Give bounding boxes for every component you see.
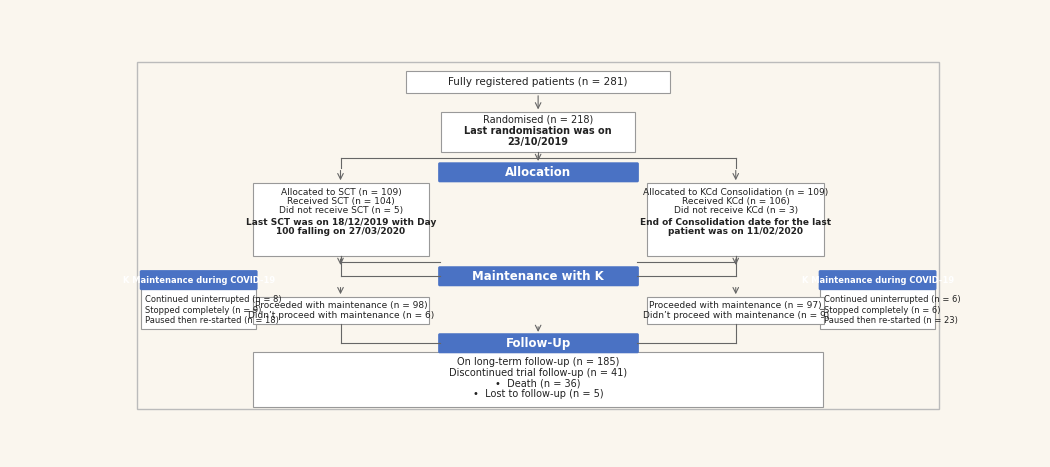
FancyBboxPatch shape	[253, 183, 428, 256]
Text: On long-term follow-up (n = 185): On long-term follow-up (n = 185)	[457, 357, 620, 367]
Text: Follow-Up: Follow-Up	[505, 337, 571, 350]
Text: •  Lost to follow-up (n = 5): • Lost to follow-up (n = 5)	[472, 389, 604, 399]
Text: Received KCd (n = 106): Received KCd (n = 106)	[681, 197, 790, 206]
Text: Fully registered patients (n = 281): Fully registered patients (n = 281)	[448, 77, 628, 87]
FancyBboxPatch shape	[438, 163, 638, 182]
Text: Didn’t proceed with maintenance (n = 9): Didn’t proceed with maintenance (n = 9)	[643, 311, 828, 320]
Text: Maintenance with K: Maintenance with K	[472, 270, 604, 283]
FancyBboxPatch shape	[253, 297, 428, 324]
FancyBboxPatch shape	[138, 62, 939, 410]
Text: Last SCT was on 18/12/2019 with Day: Last SCT was on 18/12/2019 with Day	[246, 218, 436, 227]
Text: Discontinued trial follow-up (n = 41): Discontinued trial follow-up (n = 41)	[449, 368, 627, 377]
FancyBboxPatch shape	[819, 270, 937, 290]
Text: Continued uninterrupted (n = 6): Continued uninterrupted (n = 6)	[824, 295, 961, 304]
Text: Received SCT (n = 104): Received SCT (n = 104)	[287, 197, 395, 206]
FancyBboxPatch shape	[142, 289, 256, 329]
Text: Allocation: Allocation	[505, 166, 571, 179]
FancyBboxPatch shape	[253, 352, 823, 407]
Text: Did not receive KCd (n = 3): Did not receive KCd (n = 3)	[674, 206, 798, 215]
Text: •  Death (n = 36): • Death (n = 36)	[496, 378, 581, 388]
FancyBboxPatch shape	[438, 266, 638, 286]
FancyBboxPatch shape	[140, 270, 257, 290]
Text: Allocated to SCT (n = 109): Allocated to SCT (n = 109)	[280, 188, 401, 197]
Text: Stopped completely (n = 6): Stopped completely (n = 6)	[824, 305, 941, 315]
Text: Paused then re-started (n = 18): Paused then re-started (n = 18)	[145, 317, 279, 325]
Text: Proceeded with maintenance (n = 98): Proceeded with maintenance (n = 98)	[254, 301, 427, 310]
FancyBboxPatch shape	[648, 183, 824, 256]
FancyBboxPatch shape	[441, 112, 635, 152]
Text: Did not receive SCT (n = 5): Did not receive SCT (n = 5)	[279, 206, 403, 215]
Text: End of Consolidation date for the last: End of Consolidation date for the last	[640, 218, 832, 227]
FancyBboxPatch shape	[406, 71, 670, 93]
FancyBboxPatch shape	[648, 297, 824, 324]
Text: 100 falling on 27/03/2020: 100 falling on 27/03/2020	[276, 227, 405, 236]
Text: 23/10/2019: 23/10/2019	[507, 136, 569, 147]
Text: Allocated to KCd Consolidation (n = 109): Allocated to KCd Consolidation (n = 109)	[643, 188, 828, 197]
FancyBboxPatch shape	[820, 289, 934, 329]
Text: Randomised (n = 218): Randomised (n = 218)	[483, 115, 593, 125]
Text: Didn’t proceed with maintenance (n = 6): Didn’t proceed with maintenance (n = 6)	[248, 311, 434, 320]
Text: patient was on 11/02/2020: patient was on 11/02/2020	[668, 227, 803, 236]
Text: K Maintenance during COVID-19: K Maintenance during COVID-19	[801, 276, 953, 284]
Text: K Maintenance during COVID-19: K Maintenance during COVID-19	[123, 276, 275, 284]
FancyBboxPatch shape	[438, 333, 638, 353]
Text: Last randomisation was on: Last randomisation was on	[464, 126, 612, 136]
Text: Continued uninterrupted (n = 8): Continued uninterrupted (n = 8)	[145, 295, 281, 304]
Text: Paused then re-started (n = 23): Paused then re-started (n = 23)	[824, 317, 958, 325]
Text: Stopped completely (n = 9): Stopped completely (n = 9)	[145, 305, 261, 315]
Text: Proceeded with maintenance (n = 97): Proceeded with maintenance (n = 97)	[650, 301, 822, 310]
